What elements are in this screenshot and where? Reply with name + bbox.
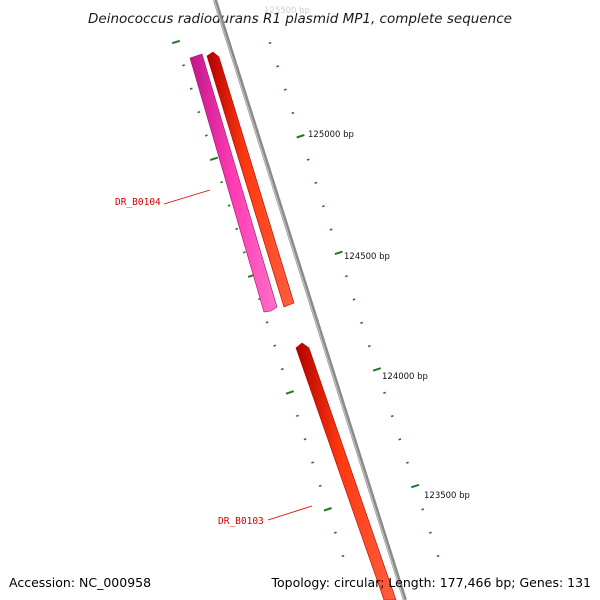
major-tick bbox=[209, 156, 219, 162]
minor-tick bbox=[182, 64, 186, 67]
minor-tick bbox=[265, 321, 269, 324]
major-tick bbox=[410, 483, 420, 489]
minor-tick bbox=[268, 41, 272, 45]
minor-tick bbox=[283, 88, 287, 91]
minor-tick bbox=[390, 414, 394, 418]
gene-arrow[interactable] bbox=[206, 51, 295, 308]
minor-tick bbox=[280, 367, 284, 371]
gene-label-leader-dr-b0103 bbox=[267, 505, 313, 521]
summary-text: Topology: circular; Length: 177,466 bp; … bbox=[271, 575, 592, 590]
gene-dr-b0103-forward[interactable] bbox=[295, 342, 397, 600]
accession-text: Accession: NC_000958 bbox=[9, 575, 151, 590]
minor-tick bbox=[406, 461, 409, 464]
minor-tick bbox=[428, 531, 432, 534]
gene-label-dr-b0104[interactable]: DR_B0104 bbox=[115, 197, 161, 208]
minor-tick bbox=[333, 531, 337, 534]
tick-label-123500: 123500 bp bbox=[424, 491, 470, 501]
gene-arrow[interactable] bbox=[189, 53, 278, 313]
minor-tick bbox=[204, 134, 208, 137]
gene-dr-b0104-forward[interactable] bbox=[206, 51, 295, 308]
minor-tick bbox=[352, 298, 356, 301]
major-tick bbox=[285, 390, 295, 395]
minor-tick bbox=[276, 65, 280, 68]
minor-tick bbox=[341, 554, 345, 558]
map-title: Deinococcus radiodurans R1 plasmid MP1, … bbox=[88, 11, 512, 27]
minor-tick bbox=[360, 321, 364, 324]
inner-tick-ring bbox=[171, 39, 345, 558]
major-tick bbox=[171, 39, 181, 45]
tick-label-124500: 124500 bp bbox=[344, 252, 390, 262]
minor-tick bbox=[291, 111, 295, 115]
minor-tick bbox=[311, 461, 315, 464]
major-tick bbox=[334, 250, 343, 256]
minor-tick bbox=[322, 205, 325, 208]
major-tick bbox=[372, 367, 382, 372]
tick-label-125500: 125500 bp bbox=[264, 6, 310, 16]
minor-tick bbox=[220, 181, 223, 184]
minor-tick bbox=[314, 181, 318, 185]
minor-tick bbox=[189, 87, 193, 90]
minor-tick bbox=[329, 228, 333, 231]
gene-label-dr-b0103[interactable]: DR_B0103 bbox=[218, 516, 264, 527]
minor-tick bbox=[436, 554, 440, 558]
minor-tick bbox=[303, 438, 307, 441]
minor-tick bbox=[242, 251, 246, 254]
tick-label-125000: 125000 bp bbox=[308, 130, 354, 140]
gene-arrow[interactable] bbox=[295, 342, 397, 600]
backbone-arc-highlight bbox=[213, 0, 405, 600]
minor-tick bbox=[296, 414, 299, 417]
minor-tick bbox=[197, 110, 201, 114]
minor-tick bbox=[227, 204, 231, 207]
gene-label-leader-dr-b0104 bbox=[163, 189, 211, 205]
gene-dr-b0104-reverse[interactable] bbox=[189, 53, 278, 313]
tick-label-124000: 124000 bp bbox=[382, 372, 428, 382]
minor-tick bbox=[398, 438, 402, 441]
backbone-arc bbox=[213, 0, 407, 600]
minor-tick bbox=[273, 344, 277, 347]
minor-tick bbox=[383, 391, 386, 394]
minor-tick bbox=[367, 344, 371, 348]
minor-tick bbox=[306, 158, 310, 161]
minor-tick bbox=[318, 484, 322, 488]
minor-tick bbox=[344, 275, 348, 278]
major-tick bbox=[323, 507, 332, 512]
major-tick bbox=[296, 134, 305, 139]
minor-tick bbox=[235, 227, 239, 231]
outer-tick-ring bbox=[268, 41, 440, 558]
minor-tick bbox=[421, 508, 425, 511]
